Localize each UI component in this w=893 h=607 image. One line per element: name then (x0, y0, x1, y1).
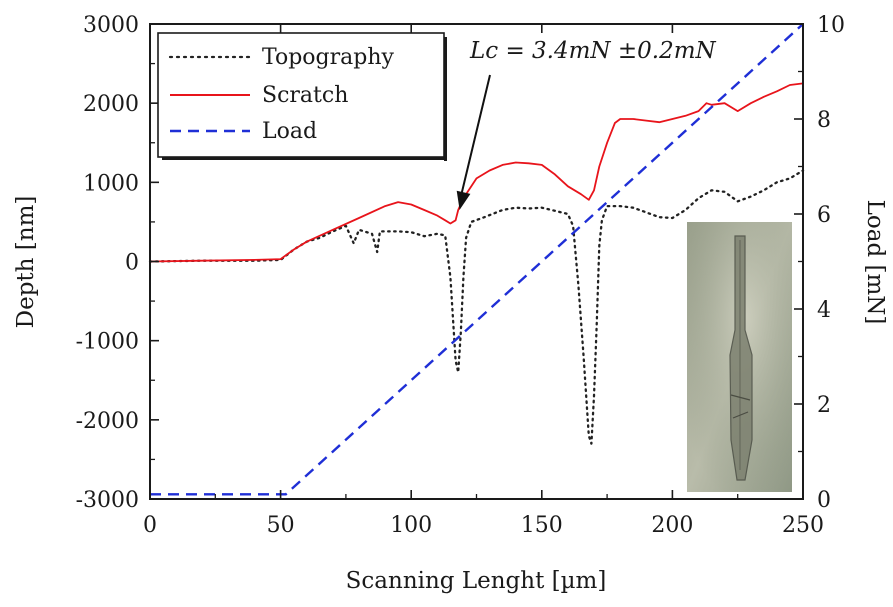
annotation-text: Lc = 3.4mN ±0.2mN (469, 38, 717, 64)
y-right-tick-label: 8 (817, 108, 831, 133)
legend-topography-label: Topography (262, 45, 395, 70)
y-right-tick-label: 0 (817, 488, 831, 513)
series-line-load (150, 23, 804, 496)
y-right-tick-label: 4 (817, 298, 831, 323)
inset-micrograph (687, 222, 792, 492)
y-right-tick-label: 2 (817, 393, 831, 418)
y-left-tick-label: -1000 (76, 330, 139, 355)
y-left-tick-label: 3000 (83, 13, 139, 38)
series-line-scratch (149, 82, 804, 263)
x-axis-title: Scanning Lenght [µm] (346, 568, 607, 594)
x-tick-label: 200 (651, 513, 693, 538)
legend-scratch-label: Scratch (262, 83, 348, 108)
x-tick-label: 0 (143, 513, 157, 538)
annotation: Lc = 3.4mN ±0.2mN (456, 38, 717, 210)
y-right-tick-label: 6 (817, 203, 831, 228)
x-tick-label: 250 (782, 513, 824, 538)
y-axis-right-title: Load [mN] (862, 200, 888, 325)
x-tick-label: 150 (521, 513, 563, 538)
series-line-topography (148, 169, 805, 445)
y-left-tick-label: -2000 (76, 409, 139, 434)
y-left-tick-label: 2000 (83, 92, 139, 117)
annotation-arrow (458, 74, 491, 203)
x-tick-label: 100 (390, 513, 432, 538)
y-left-tick-label: -3000 (76, 488, 139, 513)
x-tick-label: 50 (267, 513, 295, 538)
y-axis-left-title: Depth [nm] (13, 196, 39, 329)
y-right-tick-label: 10 (817, 13, 845, 38)
annotation-arrowhead (456, 190, 471, 210)
legend-load-label: Load (262, 119, 317, 144)
legend: Topography Scratch Load (157, 32, 447, 161)
y-left-tick-label: 0 (125, 251, 139, 276)
y-left-tick-label: 1000 (83, 171, 139, 196)
